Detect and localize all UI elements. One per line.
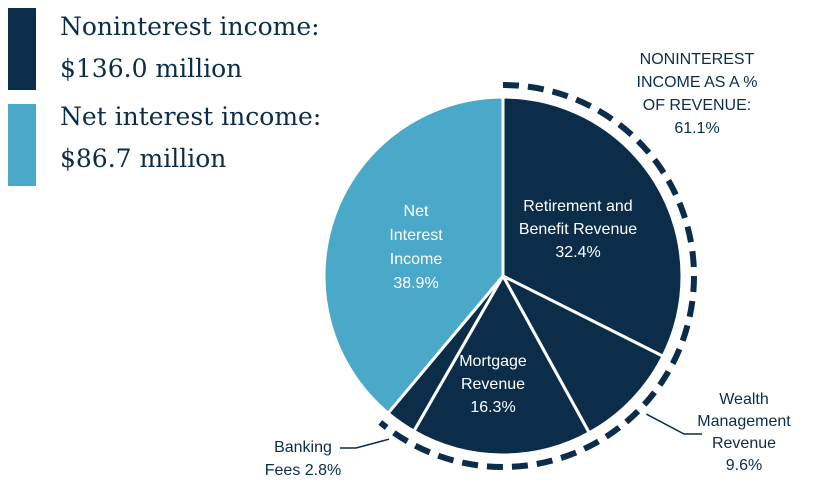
slice-label-retirement-and-benefit-revenue: Retirement and Benefit Revenue 32.4% (519, 198, 637, 261)
pie-slice-retirement-and-benefit-revenue (501, 95, 684, 358)
slice-label-wealth-management-revenue: Wealth Management Revenue 9.6% (697, 391, 791, 474)
slice-labels: Retirement and Benefit Revenue 32.4% Wealth… (265, 198, 791, 479)
pie-slice-wealth-management-revenue (501, 274, 665, 435)
legend-swatch-noninterest (8, 8, 36, 90)
noninterest-share-annotation: NONINTEREST INCOME AS A % OF REVENUE: 61.1% (637, 51, 758, 137)
pie-slice-net-interest-income (322, 95, 505, 415)
leader-line-banking-fees (340, 438, 390, 449)
pie-slices (322, 95, 684, 457)
slice-label-mortgage-revenue: Mortgage Revenue 16.3% (459, 353, 527, 416)
legend-net-interest-label: Net interest income: (60, 102, 322, 131)
pie-slice-mortgage-revenue (412, 274, 591, 457)
leader-line-wealth-management (645, 413, 702, 435)
slice-label-net-interest-income: Net Interest Income 38.9% (389, 203, 443, 292)
legend-noninterest-label: Noninterest income: (60, 12, 320, 41)
legend-swatch-net-interest (8, 104, 36, 186)
leader-lines (340, 413, 702, 449)
slice-label-banking-fees: Banking Fees 2.8% (265, 439, 341, 479)
legend-noninterest-value: $136.0 million (60, 54, 243, 83)
legend-net-interest-value: $86.7 million (60, 144, 227, 173)
noninterest-dashed-arc (378, 82, 697, 470)
